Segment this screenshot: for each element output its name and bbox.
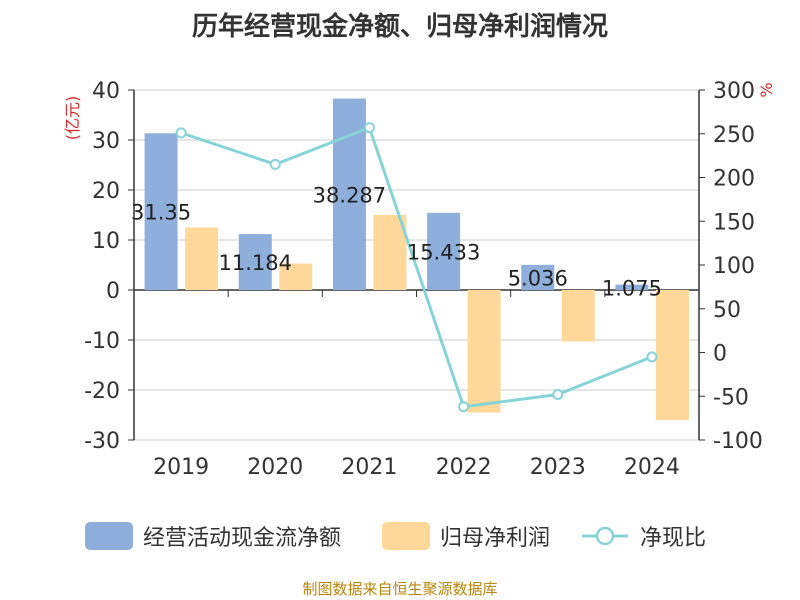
cashflow-data-label: 11.184 xyxy=(219,251,292,275)
cashflow-data-label: 15.433 xyxy=(407,240,480,264)
right-tick-label: -50 xyxy=(713,385,749,410)
bar-cashflow xyxy=(427,212,461,290)
left-tick-label: 0 xyxy=(106,279,120,304)
ratio-point xyxy=(458,401,470,413)
left-tick-label: 10 xyxy=(92,229,120,254)
right-tick-label: 150 xyxy=(713,210,755,235)
left-tick-label: 30 xyxy=(92,129,120,154)
right-tick-label: -100 xyxy=(713,429,763,454)
left-axis-title: (亿元) xyxy=(63,96,82,141)
bar-profit xyxy=(561,290,595,342)
legend-item-cashflow[interactable]: 经营活动现金流净额 xyxy=(85,516,341,556)
legend-swatch-cashflow xyxy=(85,522,133,550)
category-label: 2024 xyxy=(624,455,680,480)
bar-profit xyxy=(185,227,219,290)
data-source-note: 制图数据来自恒生聚源数据库 xyxy=(302,580,498,598)
left-tick-label: 20 xyxy=(92,179,120,204)
chart-legend: 经营活动现金流净额 归母净利润 净现比 xyxy=(0,516,800,556)
legend-item-ratio[interactable]: 净现比 xyxy=(580,516,706,556)
right-tick-label: 250 xyxy=(713,123,755,148)
right-tick-label: 50 xyxy=(713,298,741,323)
bar-cashflow xyxy=(521,264,555,290)
ratio-point xyxy=(552,389,564,400)
bar-profit xyxy=(467,290,501,413)
category-label: 2022 xyxy=(436,455,492,480)
ratio-line xyxy=(180,125,653,409)
category-label: 2020 xyxy=(247,455,303,480)
legend-label-cashflow: 经营活动现金流净额 xyxy=(143,526,342,551)
category-label: 2019 xyxy=(153,455,209,480)
left-tick-label: -20 xyxy=(84,379,120,404)
cashflow-data-label: 31.35 xyxy=(131,201,191,225)
bar-cashflow xyxy=(238,234,272,290)
bar-profit xyxy=(373,215,407,290)
cashflow-data-label: 1.075 xyxy=(602,276,662,300)
bar-cashflow xyxy=(615,284,649,290)
ratio-point xyxy=(363,122,375,134)
bar-profit xyxy=(279,263,313,290)
right-axis-title: % xyxy=(757,82,776,97)
legend-swatch-profit xyxy=(382,522,430,550)
right-tick-label: 200 xyxy=(713,167,755,192)
cashflow-data-label: 38.287 xyxy=(313,183,386,207)
legend-label-ratio: 净现比 xyxy=(640,526,707,551)
left-tick-label: -10 xyxy=(84,329,120,354)
cashflow-data-label: 5.036 xyxy=(508,266,568,290)
legend-item-profit[interactable]: 归母净利润 xyxy=(382,516,550,556)
legend-label-profit: 归母净利润 xyxy=(440,526,551,551)
ratio-point xyxy=(175,127,187,139)
bar-cashflow xyxy=(144,133,178,290)
left-tick-label: 40 xyxy=(92,79,120,104)
bar-profit xyxy=(655,290,689,420)
chart-title: 历年经营现金净额、归母净利润情况 xyxy=(191,12,608,42)
ratio-point xyxy=(269,158,281,170)
right-tick-label: 300 xyxy=(713,79,755,104)
right-tick-label: 100 xyxy=(713,254,755,279)
left-tick-label: -30 xyxy=(84,429,120,454)
right-tick-label: 0 xyxy=(713,342,727,367)
ratio-point xyxy=(646,351,658,363)
category-label: 2021 xyxy=(341,455,397,480)
category-label: 2023 xyxy=(530,455,586,480)
legend-swatch-ratio xyxy=(582,526,628,546)
